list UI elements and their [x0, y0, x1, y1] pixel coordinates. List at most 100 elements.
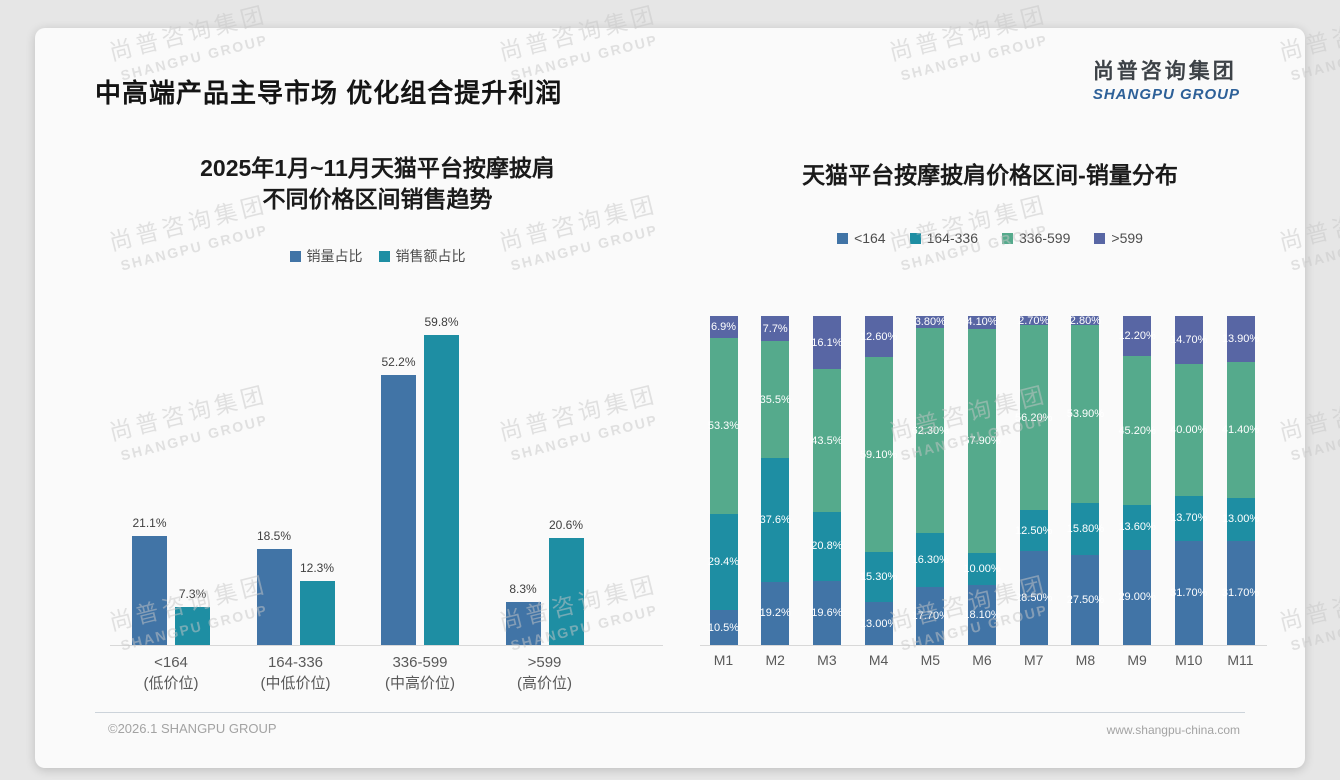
stack-segment-label: 3.80% [914, 315, 946, 328]
stack-segment->599 [1019, 316, 1048, 326]
x-axis-label-tier: (中高价位) [385, 675, 455, 692]
stack-segment-<164 [761, 581, 790, 645]
stack-segment-336-599 [1174, 364, 1203, 496]
bar-销售额占比-<164 [175, 607, 210, 645]
stack-segment-label: 28.50% [1015, 592, 1053, 605]
stack-segment-label: 67.90% [963, 434, 1001, 447]
x-axis-label: >599 (高价位) [485, 652, 605, 694]
stack-segment-<164 [864, 602, 893, 645]
stack-segment-label: 19.6% [811, 606, 843, 619]
stack-segment-164-336 [1226, 497, 1255, 541]
x-axis-label-tier: (高价位) [517, 675, 572, 692]
stack-segment-label: 43.5% [811, 434, 843, 447]
stack-segment-label: 10.5% [707, 621, 740, 634]
left-legend-label: 销售额占比 [395, 248, 466, 264]
stack-segment-label: 7.7% [762, 322, 788, 335]
stack-segment-label: 31.70% [1170, 586, 1208, 599]
stack-segment-label: 10.00% [963, 563, 1001, 576]
stack-segment-336-599 [1226, 361, 1255, 498]
stack-segment-336-599 [864, 357, 893, 552]
stack-segment->599 [1071, 316, 1100, 326]
x-axis-label: <164 (低价位) [111, 652, 231, 694]
stack-segment-<164 [1123, 549, 1152, 645]
x-axis-month-label: M5 [920, 652, 941, 668]
right-chart-plot: 10.5% 29.4% 53.3% 6.9% 19.2% 37.6% 35.5% 7.7% 19… [700, 305, 1267, 645]
legend-swatch-icon [289, 250, 301, 262]
x-axis-label-tier: (中低价位) [260, 675, 331, 692]
stack-segment->599 [1226, 316, 1255, 362]
x-axis-month-label: M7 [1023, 652, 1044, 668]
x-axis-label-range: <164 [154, 654, 188, 671]
stack-segment-164-336 [709, 513, 738, 611]
left-chart-title-line1: 2025年1月~11月天猫平台按摩披肩 [200, 155, 555, 181]
x-axis-label-range: 336-599 [392, 654, 448, 671]
bar-value-label: 52.2% [381, 355, 416, 369]
x-axis-month-label: M9 [1127, 652, 1147, 668]
bar-value-label: 18.5% [256, 529, 292, 543]
stack-segment-label: 6.9% [710, 321, 737, 334]
left-legend-label: 销量占比 [306, 248, 363, 264]
legend-swatch-icon [837, 232, 849, 244]
stack-segment-label: 12.60% [859, 330, 898, 343]
bar-value-label: 8.3% [509, 582, 537, 596]
logo-cn-text: 尚普咨询集团 [1092, 60, 1237, 83]
stack-segment-label: 2.70% [1018, 314, 1050, 327]
stack-segment-label: 62.30% [911, 424, 949, 437]
right-chart-axis-line [700, 645, 1267, 646]
bar-value-label: 7.3% [178, 587, 207, 601]
stack-segment-164-336 [1071, 502, 1100, 555]
stack-segment-label: 13.00% [1221, 513, 1260, 526]
bar-value-label: 12.3% [299, 561, 335, 575]
stack-segment-336-599 [916, 328, 945, 534]
stack-segment-<164 [1226, 540, 1255, 645]
stack-segment->599 [1174, 315, 1203, 365]
right-legend-label: 164-336 [926, 230, 978, 246]
left-chart-title: 2025年1月~11月天猫平台按摩披肩 不同价格区间销售趋势 [100, 153, 655, 215]
stack-segment->599 [1123, 316, 1152, 357]
stack-segment-label: 41.40% [1221, 423, 1260, 436]
stack-segment-336-599 [1071, 325, 1100, 503]
stack-segment-164-336 [916, 533, 945, 587]
stack-segment-label: 56.20% [1015, 411, 1053, 424]
stack-segment-label: 2.80% [1069, 314, 1101, 327]
x-axis-label-range: >599 [527, 654, 562, 671]
stack-segment-<164 [968, 585, 996, 645]
left-legend-item: 销量占比 [289, 246, 363, 266]
stack-segment-label: 18.10% [963, 609, 1001, 622]
stack-segment->599 [812, 316, 841, 369]
right-legend-item: <164 [837, 230, 886, 246]
stack-segment-label: 29.4% [707, 556, 740, 569]
bar-销量占比-336-599 [381, 375, 416, 645]
stack-segment-label: 29.00% [1118, 591, 1156, 604]
x-axis-month-label: M10 [1175, 652, 1203, 668]
stack-segment-label: 13.60% [1118, 521, 1156, 534]
stack-segment-label: 37.6% [759, 513, 791, 526]
stack-segment-164-336 [1174, 495, 1203, 541]
stack-segment-label: 16.1% [811, 336, 843, 349]
stack-segment-<164 [916, 586, 945, 645]
stack-segment->599 [761, 316, 790, 342]
left-chart-plot: 21.1% 18.5% 52.2% 8.3% 7.3% 12.3% 59.8% 20.6% [100, 305, 665, 645]
left-chart-title-line2: 不同价格区间销售趋势 [262, 186, 493, 212]
stack-segment-label: 4.10% [966, 316, 998, 329]
bar-value-label: 20.6% [548, 518, 584, 532]
stack-segment-label: 19.2% [759, 607, 791, 620]
right-legend-label: >599 [1111, 230, 1143, 246]
legend-swatch-icon [909, 232, 921, 244]
stack-segment-336-599 [812, 368, 841, 513]
left-chart-axis-line [110, 645, 663, 646]
footer-website: www.shangpu-china.com [1106, 723, 1240, 737]
x-axis-month-label: M2 [765, 652, 785, 668]
stack-segment-336-599 [709, 338, 738, 514]
right-legend-label: 336-599 [1019, 230, 1071, 246]
bar-销售额占比->599 [548, 538, 584, 645]
stack-segment-<164 [1019, 551, 1048, 645]
bar-销量占比-164-336 [256, 549, 292, 645]
x-axis-label-tier: (低价位) [143, 675, 199, 692]
stack-segment-164-336 [761, 458, 790, 582]
right-legend-item: 164-336 [909, 230, 978, 246]
x-axis-month-label: M11 [1227, 652, 1254, 668]
right-legend-item: >599 [1094, 230, 1143, 246]
left-chart-legend: 销量占比 销售额占比 [100, 246, 655, 266]
